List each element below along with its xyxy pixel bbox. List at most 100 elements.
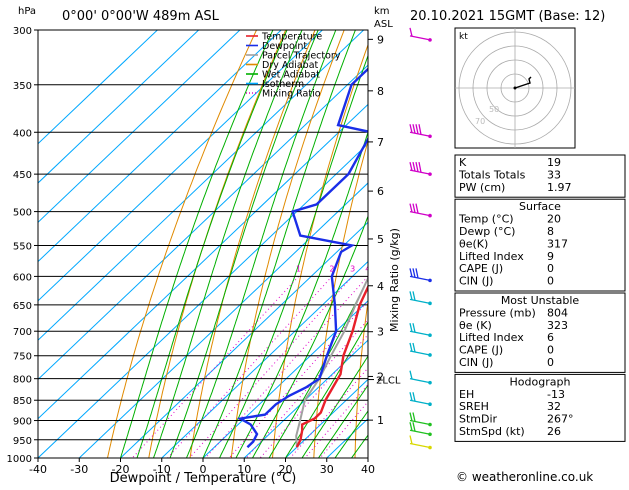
legend-entry: Mixing Ratio — [262, 89, 321, 100]
table-row-label: CIN (J) — [459, 356, 493, 369]
pressure-tick-label: 900 — [13, 417, 32, 428]
table-row-value: 0 — [547, 344, 554, 357]
temperature-tick-label: -40 — [29, 463, 47, 476]
wind-barb — [410, 162, 432, 176]
wind-barbs — [410, 28, 432, 449]
table-row-label: θe(K) — [459, 237, 488, 250]
mixing-ratio-line — [229, 276, 390, 458]
wind-barb — [410, 392, 432, 406]
pressure-axis: 3003504004505005506006507007508008509009… — [7, 26, 38, 465]
wind-barb — [410, 28, 432, 42]
mixing-ratio-label: 16 — [443, 264, 453, 273]
wind-barb — [410, 371, 432, 385]
table-row-value: -13 — [547, 388, 565, 401]
table-row-label: Lifted Index — [459, 331, 524, 344]
table-row-value: 33 — [547, 168, 561, 181]
table-row-value: 26 — [547, 425, 561, 438]
table-title: Most Unstable — [501, 294, 580, 307]
mixing-ratio-axis-label: Mixing Ratio (g/kg) — [388, 228, 401, 332]
km-label: km — [374, 6, 390, 17]
wind-barb — [410, 435, 432, 449]
pressure-tick-label: 450 — [13, 170, 32, 181]
altitude-tick-label: 8 — [377, 85, 384, 98]
table-row-label: Temp (°C) — [458, 213, 514, 226]
table-row-value: 6 — [547, 331, 554, 344]
table-row-value: 267° — [547, 413, 574, 426]
table-row-label: SREH — [459, 400, 489, 413]
pressure-tick-label: 700 — [13, 327, 32, 338]
table-row-value: 1.97 — [547, 181, 572, 194]
table-row-label: Pressure (mb) — [459, 306, 536, 319]
hodograph-unit-label: kt — [459, 32, 468, 42]
table-row-value: 323 — [547, 319, 568, 332]
table-row-label: EH — [459, 388, 474, 401]
pressure-tick-label: 950 — [13, 436, 32, 447]
wind-barb — [410, 343, 432, 357]
wind-barb — [410, 291, 432, 305]
mixing-ratio-label: 1 — [296, 264, 301, 273]
lcl-label: 2LCL — [376, 376, 401, 387]
table-row-label: CIN (J) — [459, 275, 493, 288]
mixing-ratio-label: 8 — [404, 264, 409, 273]
table-row-value: 8 — [547, 225, 554, 238]
pressure-tick-label: 750 — [13, 352, 32, 363]
table-row-value: 19 — [547, 156, 561, 169]
hodograph-panel: 70 50 kt — [455, 28, 575, 148]
wind-barb — [410, 323, 432, 337]
table-row-value: 9 — [547, 250, 554, 263]
table-title: Surface — [519, 200, 561, 213]
pressure-tick-label: 350 — [13, 81, 32, 92]
table-row-label: θe (K) — [459, 319, 492, 332]
wind-barb — [410, 268, 432, 282]
table-row-label: StmSpd (kt) — [459, 425, 525, 438]
table-row-label: StmDir — [459, 413, 498, 426]
pressure-tick-label: 800 — [13, 375, 32, 386]
altitude-tick-label: 9 — [377, 33, 384, 46]
x-axis-label: Dewpoint / Temperature (°C) — [110, 471, 297, 486]
table-row-label: PW (cm) — [459, 181, 505, 194]
datetime-title: 20.10.2021 15GMT (Base: 12) — [410, 9, 605, 24]
hodograph-ring-label: 70 — [475, 117, 485, 126]
index-tables: K 19 Totals Totals 33 PW (cm) 1.97 Surface Temp… — [455, 155, 625, 441]
table-row-value: 0 — [547, 275, 554, 288]
temperature-tick-label: 40 — [361, 463, 375, 476]
pressure-tick-label: 300 — [13, 26, 32, 37]
table-row-label: Totals Totals — [458, 168, 526, 181]
dry-adiabat-line — [108, 30, 257, 458]
mixing-ratio-line — [246, 276, 406, 458]
wind-barb — [410, 204, 432, 218]
location-title: 0°00' 0°00'W 489m ASL — [62, 9, 220, 24]
hpa-label: hPa — [18, 6, 36, 17]
table-row-label: Dewp (°C) — [459, 225, 515, 238]
mixing-ratio-lines — [132, 276, 475, 458]
hodograph-table: Hodograph EH -13 SREH 32 StmDir 267° StmSpd (kt… — [455, 374, 625, 441]
table-row-value: 32 — [547, 400, 561, 413]
table-row-label: CAPE (J) — [459, 262, 503, 275]
altitude-tick-label: 3 — [377, 326, 384, 339]
table-row-label: CAPE (J) — [459, 344, 503, 357]
altitude-tick-label: 5 — [377, 233, 384, 246]
wet-adiabat-line — [121, 30, 273, 458]
mixing-ratio-label: 3 — [350, 264, 355, 273]
pressure-tick-label: 550 — [13, 241, 32, 252]
table-row-value: 804 — [547, 306, 568, 319]
mixing-ratio-line — [206, 276, 368, 458]
hodograph-ring-label: 50 — [489, 105, 499, 114]
table-title: Hodograph — [510, 375, 571, 388]
pressure-tick-label: 600 — [13, 272, 32, 283]
temperature-tick-label: 30 — [320, 463, 334, 476]
altitude-tick-label: 1 — [377, 414, 384, 427]
altitude-tick-label: 6 — [377, 185, 384, 198]
mixing-ratio-label: 2 — [329, 264, 334, 273]
asl-label: ASL — [374, 19, 393, 30]
hodograph-origin — [514, 87, 517, 90]
table-row-label: K — [459, 156, 467, 169]
pressure-tick-label: 850 — [13, 396, 32, 407]
table-row-label: Lifted Index — [459, 250, 524, 263]
altitude-tick-label: 7 — [377, 136, 384, 149]
pressure-tick-label: 650 — [13, 301, 32, 312]
altitude-tick-label: 4 — [377, 280, 384, 293]
